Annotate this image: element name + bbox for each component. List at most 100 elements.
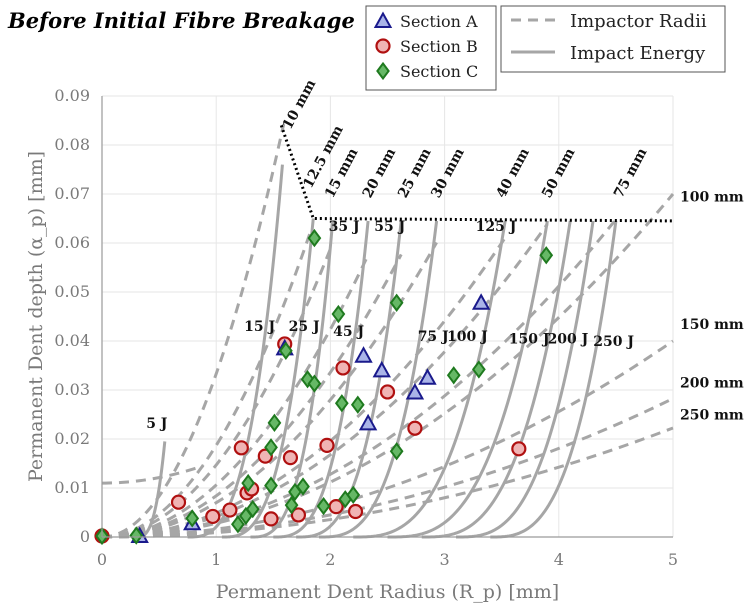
section-b-point: [379, 384, 396, 400]
impactor-radius-curve-150mm: [101, 339, 674, 539]
energy-label: 45 J: [333, 324, 364, 340]
impact-energy-curve-45J: [273, 220, 370, 539]
y-tick-label: 0: [80, 527, 90, 546]
section-c-point: [350, 395, 365, 414]
section-c-point: [307, 228, 322, 248]
energy-label: 75 J: [418, 329, 449, 345]
y-tick-label: 0.08: [54, 135, 90, 154]
section-c-point: [245, 499, 260, 519]
section-b-point: [233, 440, 249, 456]
section-c-point: [278, 341, 293, 360]
y-tick-label: 0.04: [54, 331, 90, 350]
energy-label: 25 J: [289, 319, 320, 335]
impactor-radius-curve-12.5mm: [101, 232, 312, 539]
radius-label-rotated: 40 mm: [493, 145, 533, 200]
y-tick-label: 0.06: [54, 233, 90, 252]
section-c-point: [231, 515, 245, 534]
impactor-radius-curve-250mm: [101, 426, 674, 539]
impact-energy-curve-75J: [318, 220, 439, 539]
impactor-radius-curve-30mm: [101, 241, 438, 539]
impact-energy-curve-15J: [187, 164, 284, 539]
section-b-point: [282, 450, 299, 466]
section-c-point: [346, 485, 361, 505]
section-c-point: [264, 438, 278, 457]
legend-label: Impactor Radii: [570, 11, 707, 32]
section-c-point: [539, 246, 554, 265]
section-c-point: [241, 473, 256, 493]
impactor-radius-curve-40mm: [101, 236, 507, 539]
section-b-point: [347, 503, 364, 520]
section-a-point: [372, 360, 391, 378]
section-c-point: [129, 526, 144, 545]
legend-marker-triangle: [373, 11, 393, 28]
chart-title: Before Initial Fibre Breakage: [7, 8, 355, 33]
section-c-point: [331, 304, 346, 324]
energy-label: 200 J: [548, 331, 589, 347]
energy-label: 250 J: [593, 334, 634, 350]
section-c-point: [284, 495, 299, 515]
radius-label: 150 mm: [680, 317, 744, 333]
section-a-point: [471, 293, 491, 310]
section-a-point: [418, 368, 437, 385]
legend-label: Impact Energy: [570, 43, 706, 64]
section-b-point: [407, 420, 423, 436]
x-tick-label: 3: [440, 550, 450, 569]
legend-label: Section A: [400, 12, 478, 31]
section-b-point: [170, 494, 187, 510]
section-c-point: [471, 360, 486, 379]
impact-energy-curve-150J: [421, 220, 572, 539]
section-c-point: [267, 413, 282, 432]
legend-marker-circle: [375, 38, 391, 54]
grid: [101, 95, 674, 538]
section-c-point: [389, 442, 404, 461]
section-c-point: [316, 496, 331, 516]
upper-bound-curve: [101, 464, 205, 485]
x-tick-label: 4: [554, 550, 564, 569]
section-b-point: [290, 507, 307, 523]
legend-label: Section B: [400, 37, 478, 56]
y-tick-label: 0.02: [54, 429, 90, 448]
impactor-radius-curve-25mm: [101, 253, 403, 539]
legend-box-lines: [500, 5, 726, 73]
radius-label-rotated: 75 mm: [611, 145, 651, 200]
section-c-point: [185, 509, 200, 528]
section-c-point: [389, 293, 404, 312]
x-tick-label: 5: [668, 550, 678, 569]
energy-label: 5 J: [146, 416, 168, 432]
legend-marker-diamond: [376, 61, 390, 81]
section-c-point: [446, 366, 461, 385]
impact-energy-curve-100J: [353, 220, 507, 539]
y-tick-label: 0.09: [54, 86, 90, 105]
radius-label-rotated: 20 mm: [360, 145, 400, 200]
y-tick-label: 0.01: [54, 478, 90, 497]
impact-energy-curve-250J: [490, 220, 618, 539]
y-tick-label: 0.07: [54, 184, 90, 203]
section-a-point: [354, 346, 373, 363]
section-c-point: [296, 477, 310, 496]
impactor-radius-curve-20mm: [101, 254, 370, 539]
section-b-point: [222, 502, 238, 518]
data-points: [94, 228, 554, 546]
x-tick-label: 1: [211, 550, 221, 569]
impactor-radius-curve-50mm: [101, 223, 549, 539]
y-axis-title: Permanent Dent depth (α_p) [mm]: [25, 151, 47, 482]
energy-label: 125 J: [476, 219, 517, 235]
section-b-point: [335, 360, 351, 376]
radius-label-rotated: 10 mm: [280, 77, 320, 132]
section-c-point: [264, 476, 278, 495]
legend: Section A Section B Section C Impactor Radi…: [365, 5, 726, 91]
impactor-radius-curve-10mm: [101, 124, 286, 539]
x-tick-label: 2: [325, 550, 335, 569]
section-b-point: [511, 441, 527, 457]
section-b-point: [205, 508, 221, 525]
section-b-point: [263, 511, 279, 527]
energy-label: 35 J: [329, 219, 360, 235]
x-axis-title: Permanent Dent Radius (R_p) [mm]: [216, 581, 559, 603]
radius-label: 100 mm: [680, 189, 744, 205]
section-c-point: [307, 374, 322, 393]
section-a-point: [358, 413, 378, 431]
impact-energy-curve-125J: [387, 220, 549, 539]
section-b-point: [319, 437, 335, 453]
energy-label: 150 J: [509, 331, 550, 347]
impact-energy-curve-200J: [456, 220, 595, 539]
